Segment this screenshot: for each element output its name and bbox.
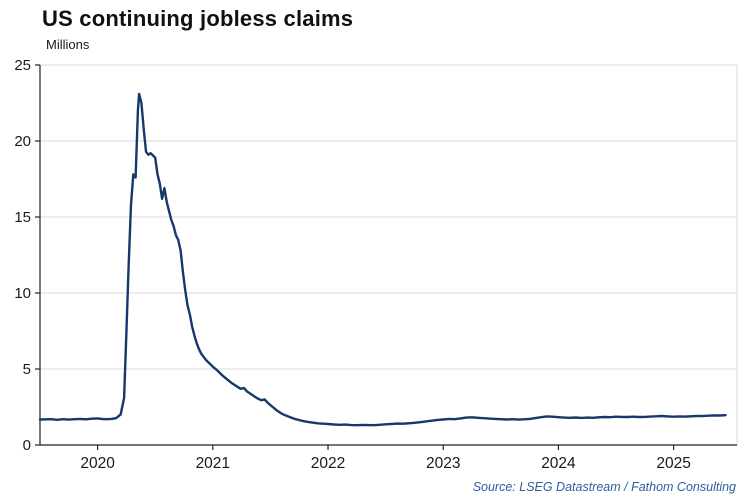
chart-title: US continuing jobless claims bbox=[42, 6, 354, 31]
y-axis-unit-label: Millions bbox=[46, 37, 90, 52]
y-axis-tick-label: 20 bbox=[14, 133, 31, 150]
source-credit: Source: LSEG Datastream / Fathom Consult… bbox=[472, 480, 736, 494]
claims-line-series bbox=[38, 92, 727, 427]
y-axis-tick-label: 5 bbox=[23, 361, 31, 378]
x-axis-tick-label: 2024 bbox=[541, 455, 576, 472]
x-axis-tick-label: 2022 bbox=[311, 455, 345, 472]
y-axis-tick-label: 0 bbox=[23, 437, 31, 454]
x-axis-tick-label: 2025 bbox=[656, 455, 690, 472]
y-axis-tick-label: 10 bbox=[14, 285, 31, 302]
x-axis-tick-label: 2021 bbox=[196, 455, 230, 472]
x-axis-tick-label: 2023 bbox=[426, 455, 460, 472]
y-axis-tick-label: 15 bbox=[14, 209, 31, 226]
y-axis-tick-label: 25 bbox=[14, 57, 31, 74]
x-axis-tick-label: 2020 bbox=[80, 455, 115, 472]
